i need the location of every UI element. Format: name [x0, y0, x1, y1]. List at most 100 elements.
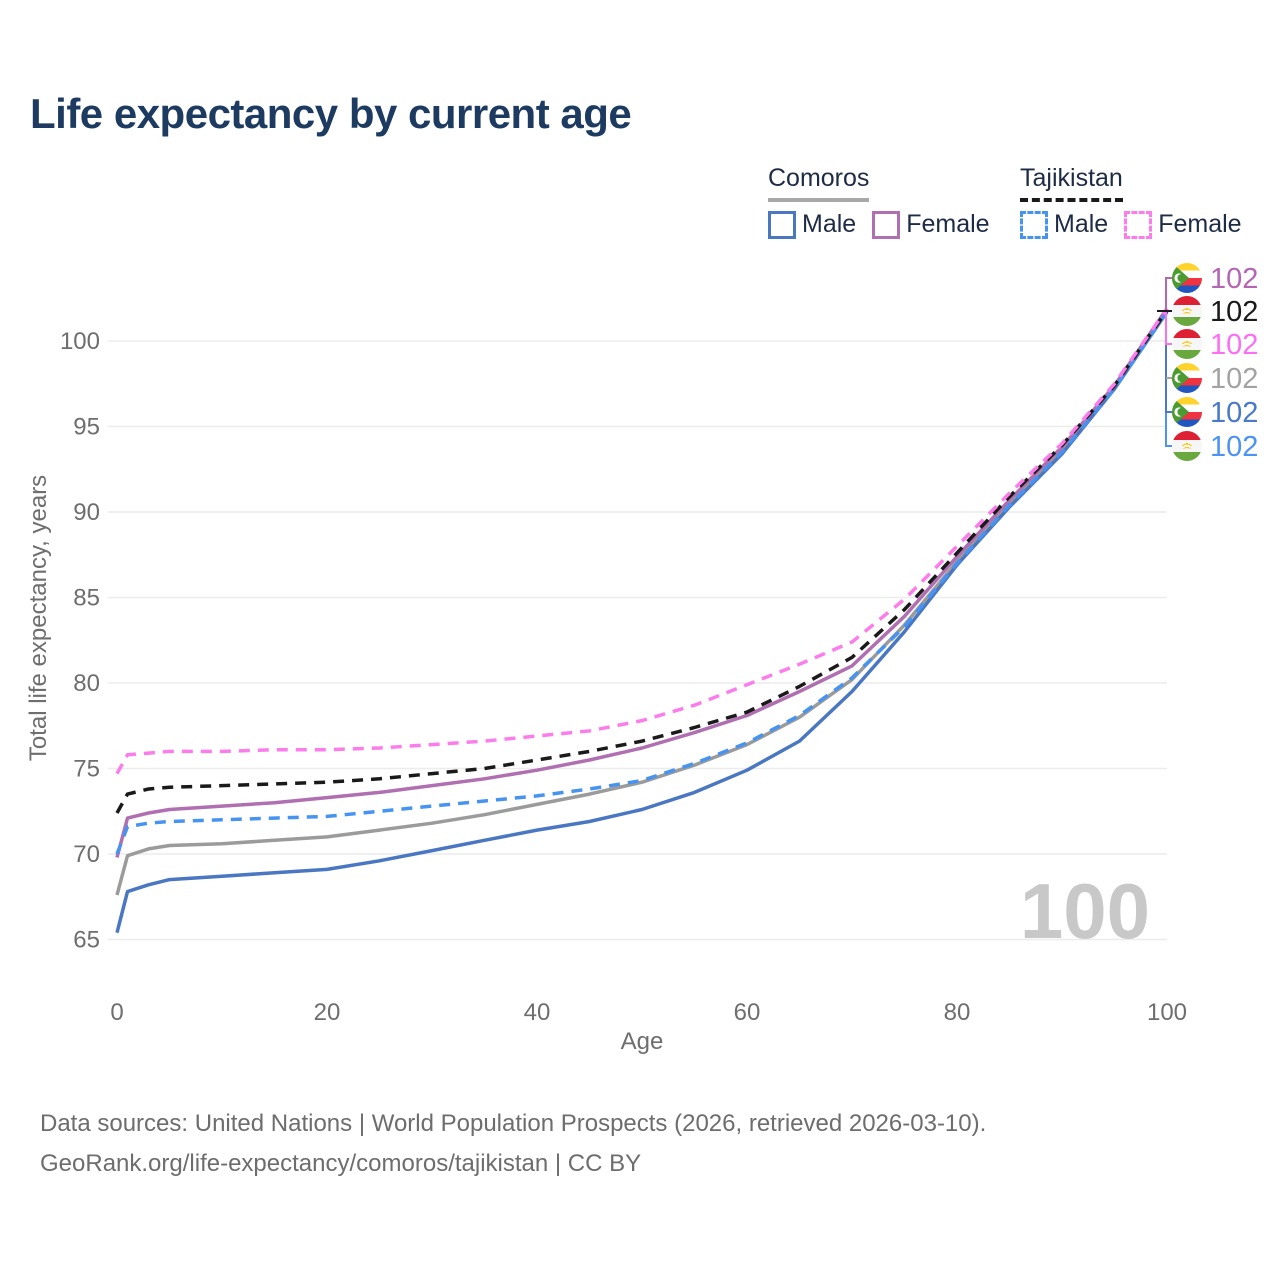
tajikistan-male-swatch-icon[interactable]	[1020, 210, 1048, 239]
end-label: 102	[1172, 431, 1258, 463]
flag-crown-dot	[1182, 309, 1185, 312]
flag-crown	[1182, 447, 1192, 449]
series-line-tajikistan-female[interactable]	[115, 307, 1169, 775]
flag-crown-dot	[1189, 309, 1192, 312]
flag-stripe	[1172, 270, 1202, 278]
flag-stripe	[1172, 397, 1202, 405]
flag-crown-dot	[1182, 444, 1185, 447]
end-label: 102	[1172, 263, 1258, 295]
x-tick-label: 100	[1147, 999, 1187, 1026]
end-label-value: 102	[1210, 431, 1258, 463]
flag-crown-dot	[1185, 340, 1189, 343]
hover-age-watermark: 100	[1020, 867, 1150, 955]
x-tick-label: 40	[524, 999, 551, 1026]
flag-crescent	[1177, 374, 1186, 382]
flag-stripe	[1172, 452, 1202, 461]
flag-stripe	[1172, 385, 1202, 393]
flag-stripe	[1172, 263, 1202, 271]
end-label-leader-lines	[1157, 277, 1172, 447]
legend-comoros-male-label[interactable]: Male	[802, 210, 857, 238]
x-tick-label: 60	[734, 999, 761, 1026]
series-line-tajikistan-total[interactable]	[115, 309, 1169, 814]
flag-crown-dot	[1189, 444, 1192, 447]
leader-line	[1165, 277, 1172, 311]
end-label-value: 102	[1210, 329, 1258, 361]
comoros-flag-icon	[1172, 363, 1202, 393]
flag-crown-dot	[1185, 307, 1189, 310]
legend-comoros-female-label[interactable]: Female	[906, 210, 990, 238]
y-tick-label: 85	[73, 585, 100, 612]
comoros-flag-icon	[1172, 397, 1202, 427]
series-line-comoros-male[interactable]	[115, 310, 1169, 934]
flag-crown-dot	[1188, 341, 1190, 344]
flag-crown-dot	[1182, 342, 1185, 345]
flag-stripe	[1172, 350, 1202, 359]
end-label: 102	[1172, 296, 1258, 328]
chart-title: Life expectancy by current age	[30, 90, 632, 137]
legend-group-comoros: Comoros Male Female	[768, 164, 1006, 239]
end-label-value: 102	[1210, 296, 1258, 328]
tajikistan-flag-icon	[1172, 431, 1202, 461]
flag-stripe	[1172, 378, 1202, 386]
series-line-tajikistan-male[interactable]	[115, 310, 1169, 855]
flag-stripe	[1172, 440, 1202, 452]
legend-tajikistan-female-label[interactable]: Female	[1158, 210, 1242, 238]
flag-stripe	[1172, 285, 1202, 293]
legend-group-tajikistan: Tajikistan Male Female	[1020, 164, 1258, 239]
flag-crown-dot	[1189, 342, 1192, 345]
tajikistan-female-swatch-icon[interactable]	[1124, 210, 1153, 239]
series-line-comoros-total[interactable]	[115, 310, 1169, 896]
flag-crown-dot	[1184, 443, 1186, 446]
legend-country-comoros[interactable]: Comoros	[768, 164, 870, 202]
flag-crown	[1182, 312, 1192, 314]
y-axis-title: Total life expectancy, years	[25, 475, 52, 761]
flag-stripe	[1172, 329, 1202, 338]
flag-stripe	[1172, 305, 1202, 317]
legend-tajikistan-male-label[interactable]: Male	[1054, 210, 1109, 238]
comoros-flag-icon	[1172, 263, 1202, 293]
y-tick-label: 90	[73, 499, 100, 526]
end-label: 102	[1172, 363, 1258, 395]
x-tick-label: 20	[314, 999, 341, 1026]
comoros-female-swatch-icon[interactable]	[872, 210, 901, 239]
flag-crown-dot	[1188, 443, 1190, 446]
series-line-comoros-female[interactable]	[115, 307, 1169, 858]
y-tick-label: 75	[73, 756, 100, 783]
footer-data-sources: Data sources: United Nations | World Pop…	[40, 1110, 987, 1137]
tajikistan-flag-icon	[1172, 296, 1202, 326]
end-label: 102	[1172, 329, 1258, 361]
end-label-value: 102	[1210, 263, 1258, 295]
comoros-male-swatch-icon[interactable]	[768, 210, 796, 239]
flag-stripe	[1172, 317, 1202, 326]
flag-crown	[1182, 345, 1192, 347]
flag-stripe	[1172, 431, 1202, 440]
leader-line	[1165, 311, 1172, 345]
flag-stripe	[1172, 363, 1202, 371]
flag-crown-dot	[1185, 442, 1189, 445]
flag-crescent	[1177, 408, 1186, 416]
x-tick-label: 0	[110, 999, 123, 1026]
flag-stripe	[1172, 338, 1202, 350]
flag-stripe	[1172, 278, 1202, 286]
end-label-value: 102	[1210, 397, 1258, 429]
flag-stripe	[1172, 404, 1202, 412]
y-tick-label: 100	[60, 328, 100, 355]
legend-country-tajikistan[interactable]: Tajikistan	[1020, 164, 1123, 202]
y-tick-label: 70	[73, 841, 100, 868]
flag-crown-dot	[1184, 308, 1186, 311]
y-tick-label: 95	[73, 414, 100, 441]
end-label-value: 102	[1210, 363, 1258, 395]
flag-stripe	[1172, 419, 1202, 427]
flag-stripe	[1172, 296, 1202, 305]
flag-stripe	[1172, 412, 1202, 420]
y-tick-label: 80	[73, 670, 100, 697]
flag-crown-dot	[1184, 341, 1186, 344]
y-tick-label: 65	[73, 927, 100, 954]
footer-attribution: GeoRank.org/life-expectancy/comoros/taji…	[40, 1150, 642, 1177]
flag-stripe	[1172, 370, 1202, 378]
end-label: 102	[1172, 397, 1258, 429]
flag-crescent	[1177, 274, 1186, 282]
tajikistan-flag-icon	[1172, 329, 1202, 359]
